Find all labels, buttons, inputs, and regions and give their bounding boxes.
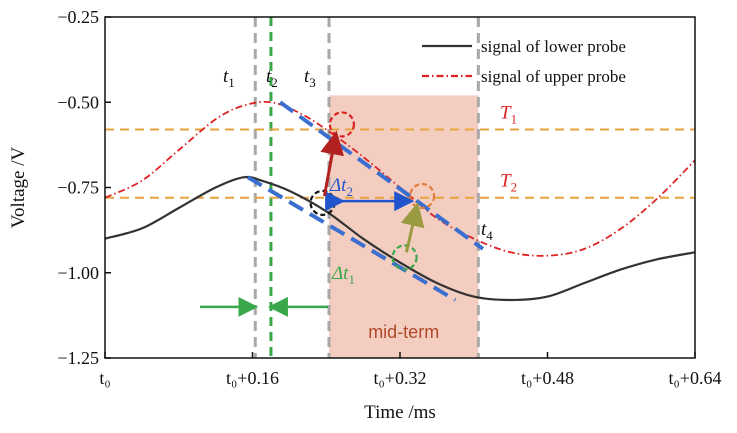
y-tick-label-2: −1.00 bbox=[57, 263, 99, 283]
text-layer: t1 t2 t3 t4 −1.25 −1.00 −0.75 −0.50 −0.25 t₀ t₀+0.… bbox=[8, 7, 721, 423]
olive-transfer-arrow bbox=[400, 202, 425, 253]
series-line-2 bbox=[104, 101, 696, 257]
x-axis-title: Time /ms bbox=[364, 402, 436, 423]
y-tick-label-4: −0.50 bbox=[57, 92, 99, 112]
threshold-label-2: T2 bbox=[500, 171, 517, 195]
red-transfer-arrow bbox=[320, 130, 344, 197]
tangent-line-upper bbox=[278, 100, 485, 251]
x-tick-label-3: t₀+0.32 bbox=[374, 368, 427, 388]
vertical-marker-label-4: t4 bbox=[481, 219, 493, 243]
vertical-marker-layer bbox=[253, 17, 480, 358]
mid-term-region-layer: mid-term bbox=[329, 95, 479, 359]
delta-t1-label: Δt1 bbox=[331, 263, 355, 287]
y-tick-label-3: −0.75 bbox=[57, 178, 99, 198]
x-tick-label-4: t₀+0.48 bbox=[521, 368, 574, 388]
y-tick-label-1: −1.25 bbox=[57, 348, 99, 368]
x-tick-label-2: t₀+0.16 bbox=[226, 368, 279, 388]
vertical-marker-label-2: t2 bbox=[266, 66, 278, 90]
y-tick-label-5: −0.25 bbox=[57, 7, 99, 27]
annotation-layer: Δt2 Δt1 bbox=[200, 100, 485, 317]
mid-term-label: mid-term bbox=[368, 322, 439, 342]
tangent-line-lower bbox=[246, 175, 457, 302]
marker-circle-green bbox=[391, 244, 418, 271]
x-tick-label-1: t₀ bbox=[99, 368, 110, 388]
series-line-1 bbox=[104, 175, 696, 302]
axes-layer bbox=[104, 16, 696, 359]
vertical-marker-label-1: t1 bbox=[223, 66, 235, 90]
legend-label-1: signal of lower probe bbox=[481, 37, 626, 56]
threshold-label-1: T1 bbox=[500, 103, 517, 127]
y-axis-title: Voltage /V bbox=[8, 147, 29, 229]
mid-term-region bbox=[329, 95, 479, 359]
legend: signal of lower probe signal of upper pro… bbox=[422, 37, 626, 86]
legend-label-2: signal of upper probe bbox=[481, 67, 626, 86]
vertical-marker-label-3: t3 bbox=[304, 66, 316, 90]
delta-t2-label: Δt2 bbox=[329, 175, 353, 199]
x-tick-label-5: t₀+0.64 bbox=[669, 368, 722, 388]
series-layer bbox=[104, 101, 696, 302]
